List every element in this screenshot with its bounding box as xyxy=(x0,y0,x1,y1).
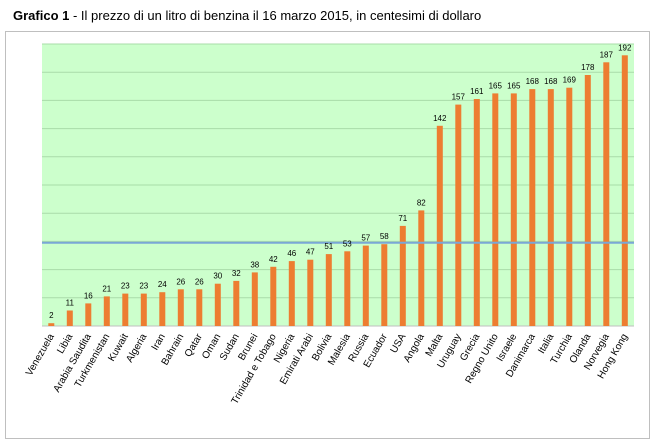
value-label: 47 xyxy=(306,248,315,257)
bar-ecuador xyxy=(381,244,388,326)
value-label: 16 xyxy=(84,291,93,300)
value-label: 168 xyxy=(526,77,540,86)
bar-arabia-saudita xyxy=(85,303,92,326)
value-label: 23 xyxy=(121,282,130,291)
chart-title: Grafico 1 - Il prezzo di un litro di ben… xyxy=(13,8,481,23)
category-label: Iran xyxy=(150,332,168,352)
category-label: Venezuela xyxy=(24,332,57,378)
value-label: 165 xyxy=(507,81,521,90)
gridlines xyxy=(42,43,634,299)
value-label: 53 xyxy=(343,239,352,248)
bar-sudan xyxy=(233,280,240,326)
value-label: 46 xyxy=(287,249,296,258)
bar-bolivia xyxy=(325,254,332,326)
bar-olanda xyxy=(584,75,591,326)
value-label: 168 xyxy=(544,77,558,86)
value-label: 21 xyxy=(102,284,111,293)
value-label: 192 xyxy=(618,43,632,52)
value-label: 161 xyxy=(470,87,484,96)
bar-oman xyxy=(214,283,221,326)
bar-hong-kong xyxy=(621,55,628,327)
value-labels: 2 11 16 21 23 23 24 26 26 30 32 38 42 46 47 51 53 57 58 71 8… xyxy=(49,43,632,320)
value-label: 32 xyxy=(232,269,241,278)
value-label: 58 xyxy=(380,232,389,241)
bar-algeria xyxy=(140,293,147,326)
bar-danimarca xyxy=(529,89,536,326)
bar-venezuela xyxy=(48,323,55,326)
bar-israele xyxy=(510,93,517,327)
value-label: 165 xyxy=(489,81,503,90)
bar-turkmenistan xyxy=(103,296,110,326)
value-label: 24 xyxy=(158,280,167,289)
bar-nigeria xyxy=(288,261,295,326)
bar-brunei xyxy=(251,272,258,326)
value-label: 169 xyxy=(563,76,577,85)
value-label: 30 xyxy=(213,272,222,281)
bar-qatar xyxy=(196,289,203,326)
value-label: 57 xyxy=(361,234,370,243)
value-label: 51 xyxy=(324,242,333,251)
bar-malta xyxy=(436,125,443,326)
bar-italia xyxy=(547,89,554,326)
bar-malesia xyxy=(344,251,351,326)
value-label: 42 xyxy=(269,255,278,264)
bar-kuwait xyxy=(122,293,129,326)
bar-norvegia xyxy=(603,62,610,327)
bar-libia xyxy=(66,310,73,326)
value-label: 23 xyxy=(139,282,148,291)
bar-grecia xyxy=(473,99,480,326)
chart-title-prefix: Grafico 1 xyxy=(13,8,70,23)
value-label: 11 xyxy=(66,299,75,308)
value-label: 142 xyxy=(433,114,447,123)
value-label: 38 xyxy=(250,260,259,269)
chart-frame xyxy=(5,31,650,439)
bar-usa xyxy=(399,225,406,326)
value-label: 187 xyxy=(600,50,614,59)
value-label: 2 xyxy=(49,311,54,320)
bar-trinidad-e-tobago xyxy=(270,266,277,326)
value-label: 26 xyxy=(195,277,204,286)
value-label: 82 xyxy=(417,198,426,207)
bar-russia xyxy=(362,245,369,326)
bar-uruguay xyxy=(455,104,462,326)
value-label: 157 xyxy=(452,93,466,102)
bar-turchia xyxy=(566,87,573,326)
value-label: 178 xyxy=(581,63,595,72)
bar-regno-unito xyxy=(492,93,499,327)
bar-iran xyxy=(159,292,166,326)
bar-bahrain xyxy=(177,289,184,326)
bars xyxy=(48,55,628,327)
value-label: 26 xyxy=(176,277,185,286)
value-label: 71 xyxy=(398,214,407,223)
bar-emirati-arabi xyxy=(307,259,314,326)
bar-angola xyxy=(418,210,425,326)
chart-title-text: - Il prezzo di un litro di benzina il 16… xyxy=(69,8,482,23)
